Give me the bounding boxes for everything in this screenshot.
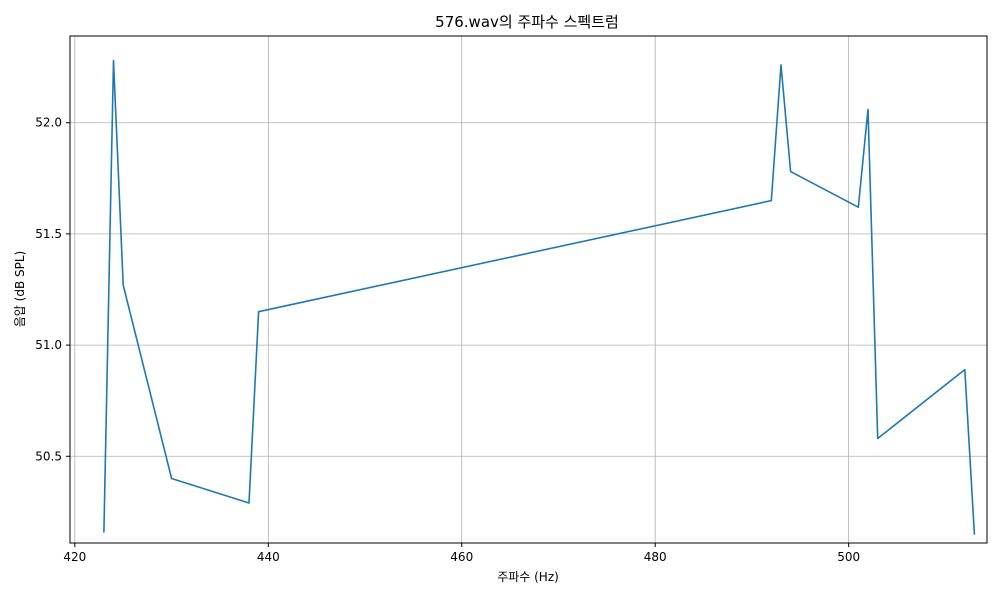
y-tick-label: 50.5 [35,449,62,463]
y-tick-label: 52.0 [35,116,62,130]
y-tick-label: 51.0 [35,338,62,352]
series-group [103,59,976,535]
series-line [103,59,976,535]
chart-title: 576.wav의 주파수 스펙트럼 [435,13,619,31]
plot-frame [69,35,988,544]
y-tick-label: 51.5 [35,227,62,241]
axis-ticks: 420 440 460 480 500 50.5 51.0 51.5 52.0 [35,116,860,564]
y-axis-label: 음압 (dB SPL) [13,251,27,327]
x-tick-label: 420 [63,550,86,564]
grid-lines [70,36,987,543]
x-axis-label: 주파수 (Hz) [497,570,559,584]
x-tick-label: 500 [837,550,860,564]
x-tick-label: 460 [450,550,473,564]
x-tick-label: 440 [257,550,280,564]
x-tick-label: 480 [644,550,667,564]
